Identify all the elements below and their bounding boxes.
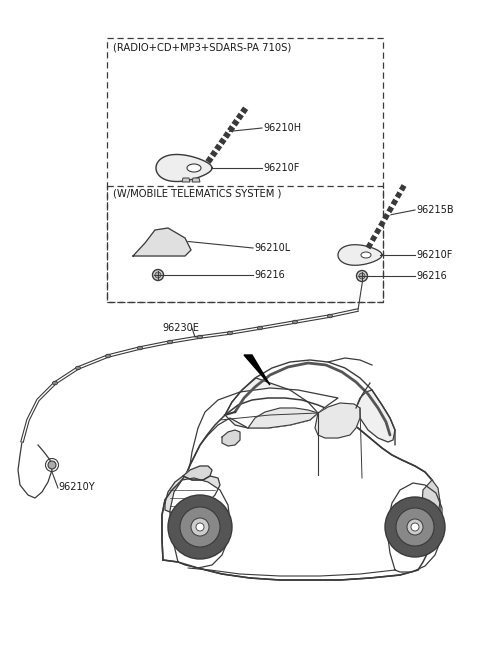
Text: 96210H: 96210H	[263, 123, 301, 133]
Circle shape	[196, 523, 204, 531]
Circle shape	[357, 271, 368, 282]
Text: 96210F: 96210F	[263, 163, 300, 173]
Text: 96230E: 96230E	[162, 323, 199, 333]
Text: 96216: 96216	[416, 271, 447, 281]
Polygon shape	[182, 178, 190, 182]
Ellipse shape	[292, 320, 298, 324]
Text: (RADIO+CD+MP3+SDARS-PA 710S): (RADIO+CD+MP3+SDARS-PA 710S)	[113, 42, 291, 52]
Circle shape	[359, 273, 365, 279]
Text: 96215B: 96215B	[416, 205, 454, 215]
Polygon shape	[244, 355, 270, 385]
Text: 96210L: 96210L	[254, 243, 290, 253]
Ellipse shape	[187, 164, 201, 172]
Polygon shape	[388, 483, 442, 572]
Polygon shape	[183, 466, 212, 480]
Ellipse shape	[75, 366, 81, 370]
Polygon shape	[133, 228, 191, 256]
Text: 96216: 96216	[254, 270, 285, 280]
Circle shape	[396, 508, 434, 546]
Circle shape	[48, 461, 56, 469]
Ellipse shape	[327, 314, 333, 318]
Ellipse shape	[52, 381, 58, 384]
Polygon shape	[170, 478, 230, 568]
Circle shape	[191, 518, 209, 536]
Circle shape	[155, 272, 161, 278]
Polygon shape	[248, 408, 318, 428]
Text: (W/MOBILE TELEMATICS SYSTEM ): (W/MOBILE TELEMATICS SYSTEM )	[113, 188, 281, 198]
Circle shape	[180, 507, 220, 547]
Polygon shape	[165, 476, 220, 514]
Polygon shape	[356, 390, 395, 442]
Polygon shape	[192, 178, 200, 182]
Ellipse shape	[137, 346, 143, 350]
Polygon shape	[315, 403, 360, 438]
Polygon shape	[156, 155, 212, 181]
Polygon shape	[338, 245, 382, 265]
Polygon shape	[190, 388, 338, 465]
Text: 96210F: 96210F	[416, 250, 452, 260]
Circle shape	[407, 519, 423, 535]
Ellipse shape	[106, 354, 110, 358]
Ellipse shape	[228, 331, 232, 335]
Circle shape	[411, 523, 419, 531]
Polygon shape	[422, 480, 440, 520]
Polygon shape	[222, 430, 240, 446]
Text: 96210Y: 96210Y	[58, 482, 95, 492]
Polygon shape	[162, 398, 440, 580]
Ellipse shape	[361, 252, 371, 258]
Circle shape	[153, 269, 164, 280]
Ellipse shape	[257, 326, 263, 329]
Circle shape	[385, 497, 445, 557]
Ellipse shape	[168, 340, 172, 344]
Ellipse shape	[197, 335, 203, 339]
Circle shape	[168, 495, 232, 559]
Polygon shape	[225, 378, 318, 428]
